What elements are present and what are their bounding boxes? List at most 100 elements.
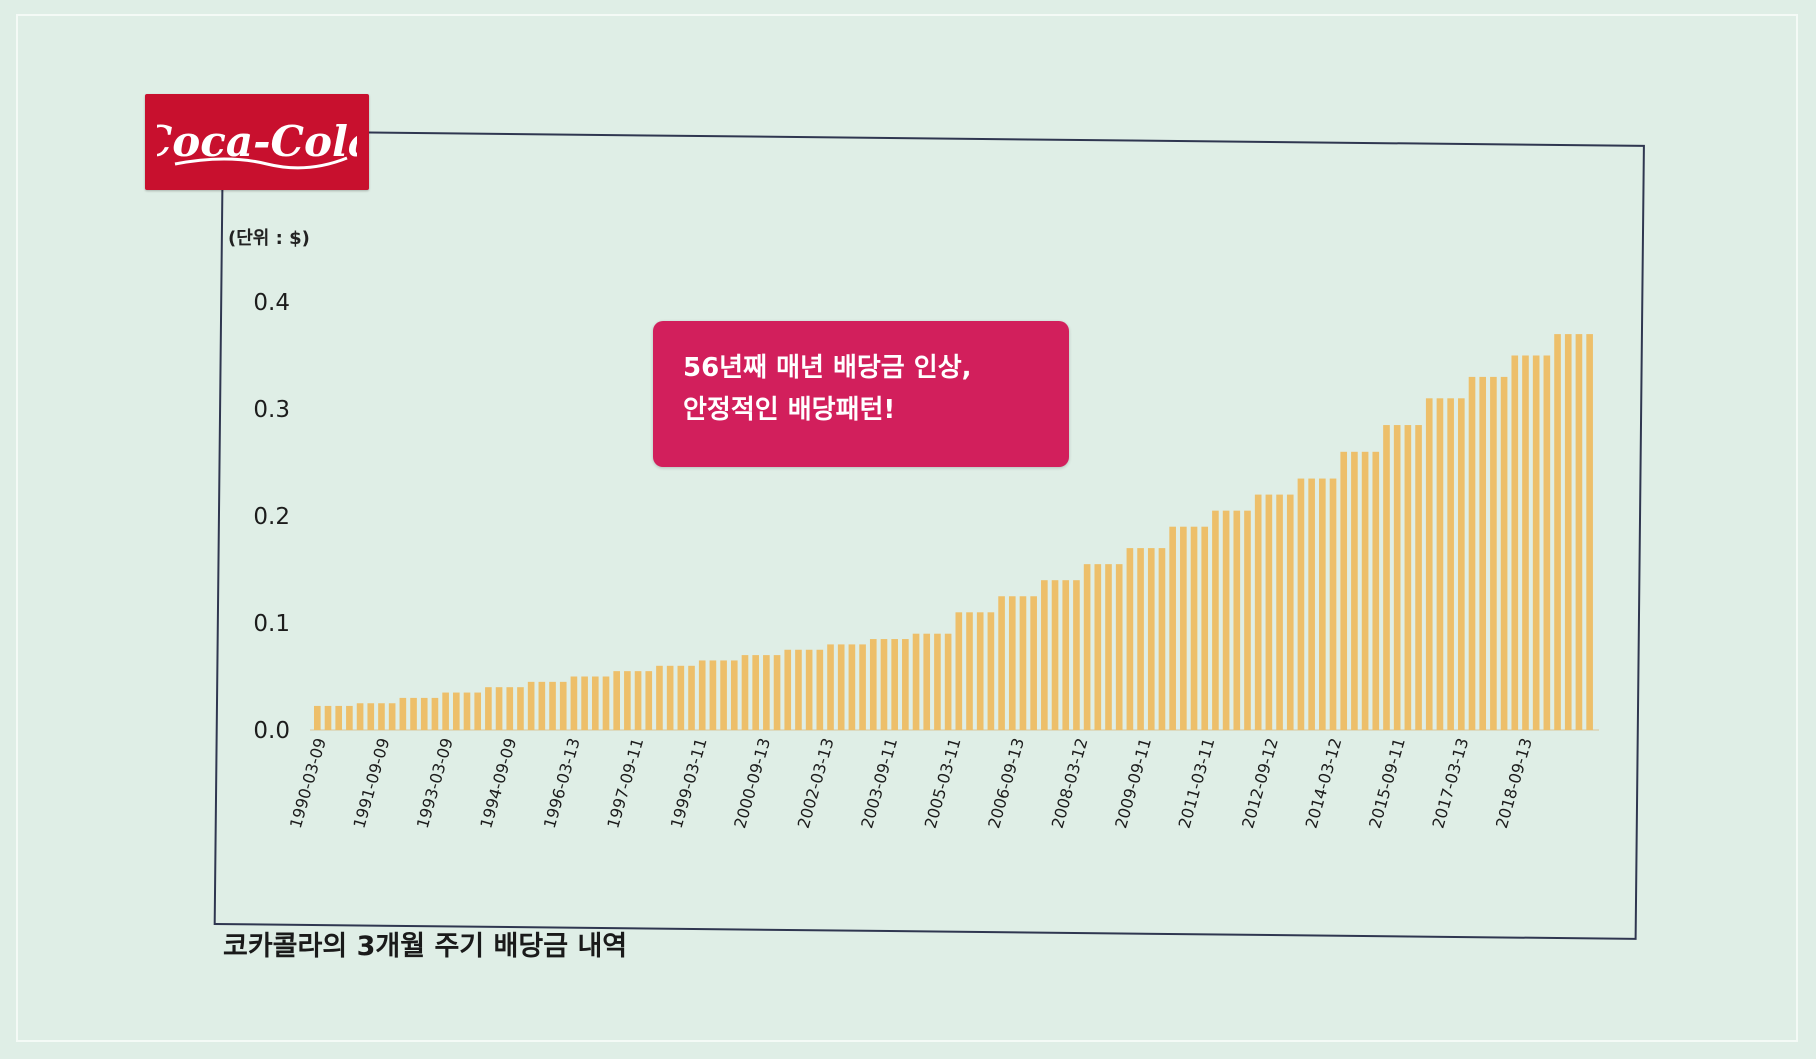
bar [677, 665, 685, 730]
bar [1329, 478, 1337, 730]
bar [1169, 526, 1176, 730]
x-tick-label: 2000-09-13 [730, 736, 774, 831]
bar [763, 655, 770, 730]
bar [1158, 548, 1166, 730]
x-tick-label: 2005-03-11 [921, 736, 965, 831]
x-tick-label: 2017-03-13 [1428, 736, 1472, 831]
bar [1073, 580, 1080, 730]
bar [1436, 398, 1444, 730]
bar [1500, 376, 1508, 730]
bar [1233, 510, 1241, 730]
callout-line-1: 56년째 매년 배당금 인상, [683, 353, 972, 383]
bar [1554, 334, 1561, 730]
x-tick-label: 2008-03-12 [1048, 736, 1092, 831]
y-tick-label: 0.4 [253, 290, 290, 316]
bar [1180, 526, 1187, 730]
x-tick-label: 1997-09-11 [603, 736, 647, 831]
bar [730, 660, 738, 730]
bar [1575, 334, 1583, 730]
bar [495, 687, 503, 730]
bar [1564, 334, 1572, 730]
bar [645, 671, 653, 730]
bar [591, 676, 599, 730]
bar [741, 655, 749, 730]
bar [816, 649, 824, 730]
bar [698, 660, 706, 730]
bar [410, 697, 417, 730]
bar [666, 665, 674, 730]
bar [805, 649, 813, 730]
bar [1458, 398, 1465, 730]
bar [442, 692, 449, 730]
bar [869, 639, 877, 730]
bar [463, 692, 471, 730]
bar [1222, 510, 1230, 730]
bar [506, 687, 514, 730]
bar [1319, 478, 1326, 730]
bar [1351, 451, 1358, 730]
bar [1115, 564, 1123, 730]
bar [613, 671, 620, 730]
bar [795, 649, 802, 730]
bar [976, 612, 984, 730]
bar [1586, 334, 1593, 730]
bar [1190, 526, 1198, 730]
bar [1051, 580, 1059, 730]
bar [570, 676, 578, 730]
bar [1147, 548, 1155, 730]
bar [581, 676, 588, 730]
bar [1447, 398, 1454, 730]
bar [485, 687, 492, 730]
x-tick-label: 1990-03-09 [286, 736, 330, 831]
bar [912, 633, 920, 730]
x-tick-label: 1991-09-09 [349, 736, 393, 831]
bar [720, 660, 727, 730]
bar [1265, 494, 1273, 730]
x-tick-label: 1996-03-13 [540, 736, 584, 831]
bar [1372, 451, 1380, 730]
bar [1404, 425, 1412, 730]
bar [1276, 494, 1283, 730]
x-tick-label: 1993-03-09 [413, 736, 457, 831]
y-axis-unit-label: (단위 : $) [228, 228, 310, 249]
bar [474, 692, 482, 730]
page-frame [16, 14, 1798, 1042]
bar [388, 703, 396, 730]
x-tick-label: 2002-03-13 [794, 736, 838, 831]
bar [1244, 510, 1251, 730]
bar [752, 655, 759, 730]
bar [1522, 355, 1529, 730]
bar [827, 644, 834, 730]
x-tick-label: 2015-09-11 [1365, 736, 1409, 831]
logo-wordmark: Coca-Cola [157, 117, 357, 166]
bar [367, 703, 375, 730]
y-tick-label: 0.1 [253, 611, 290, 637]
bar [1468, 376, 1476, 730]
bar [1383, 425, 1390, 730]
bar [1041, 580, 1048, 730]
bar [1297, 478, 1305, 730]
bar [848, 644, 856, 730]
bar [1308, 478, 1315, 730]
bar [923, 633, 931, 730]
bar [1062, 580, 1070, 730]
bar [602, 676, 610, 730]
bar [1083, 564, 1091, 730]
bar [902, 639, 909, 730]
bar [314, 705, 321, 730]
bar [538, 681, 546, 730]
chart-caption: 코카콜라의 3개월 주기 배당금 내역 [223, 931, 628, 962]
bar [420, 697, 428, 730]
bar [356, 703, 364, 730]
x-tick-label: 2009-09-11 [1111, 736, 1155, 831]
x-tick-label: 2006-09-13 [984, 736, 1028, 831]
bar [1008, 596, 1016, 730]
y-tick-label: 0.2 [253, 504, 290, 530]
bar [709, 660, 717, 730]
coca-cola-logo-icon: Coca-Cola [157, 117, 357, 170]
callout-line-2: 안정적인 배당패턴! [683, 395, 896, 425]
y-tick-label: 0.0 [253, 718, 290, 744]
bar [1094, 564, 1102, 730]
x-tick-label: 1994-09-09 [476, 736, 520, 831]
bar [773, 655, 781, 730]
